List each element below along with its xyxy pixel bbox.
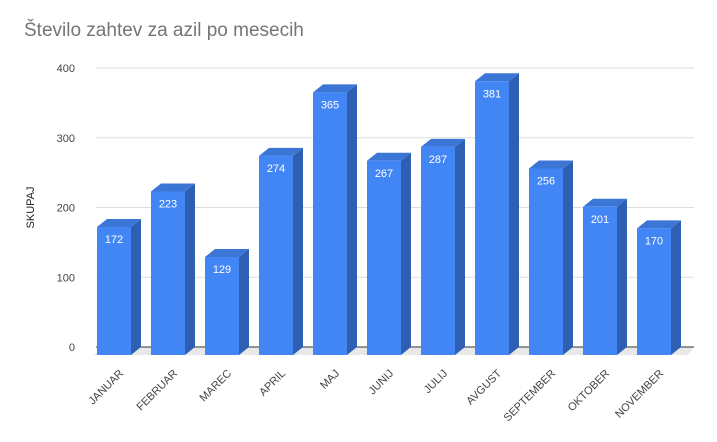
bar-top [367, 152, 411, 161]
bar [205, 257, 239, 355]
data-label: 287 [429, 154, 447, 166]
bar-side [455, 138, 465, 355]
x-tick-label: OKTOBER [566, 368, 612, 414]
data-label: 170 [645, 235, 663, 247]
bar-top [97, 219, 141, 228]
data-label: 365 [321, 99, 339, 111]
y-tick-label: 200 [57, 203, 75, 215]
data-label: 201 [591, 214, 609, 226]
bar-side [131, 219, 141, 355]
bar-side [239, 249, 249, 355]
bar-top [529, 160, 573, 169]
x-tick-label: MAREC [198, 368, 235, 405]
bar-side [509, 73, 519, 355]
bar-top [205, 249, 249, 258]
bar-side [185, 183, 195, 355]
data-label: 172 [105, 234, 123, 246]
bar-top [313, 84, 357, 93]
y-tick-label: 300 [57, 133, 75, 145]
bar-side [617, 198, 627, 355]
bar [259, 155, 293, 355]
x-tick-label: JULIJ [422, 368, 450, 396]
data-label: 267 [375, 168, 393, 180]
x-tick-label: JANUAR [87, 368, 127, 408]
bar-side [563, 160, 573, 355]
y-tick-label: 400 [57, 63, 75, 75]
data-label: 223 [159, 198, 177, 210]
bar [97, 227, 131, 355]
data-label: 381 [483, 88, 501, 100]
x-tick-label: APRIL [257, 368, 288, 399]
x-tick-label: JUNIJ [366, 368, 396, 398]
chart-title: Število zahtev za azil po mesecih [24, 20, 304, 41]
x-tick-label: FEBRUAR [134, 368, 180, 414]
bar-top [259, 147, 303, 156]
bar [313, 92, 347, 355]
x-tick-label: SEPTEMBER [502, 368, 559, 425]
bar [637, 228, 671, 355]
y-tick-label: 0 [69, 342, 75, 354]
bar-side [401, 152, 411, 355]
data-label: 256 [537, 175, 555, 187]
bar [583, 206, 617, 355]
bar [421, 146, 455, 355]
x-tick-label: NOVEMBER [613, 368, 666, 421]
bar-top [151, 183, 195, 192]
bar-side [347, 84, 357, 355]
bar [529, 168, 563, 355]
data-label: 274 [267, 163, 285, 175]
bar-top [637, 220, 681, 229]
y-axis-title: SKUPAJ [25, 187, 37, 229]
bar-top [421, 138, 465, 147]
bar [151, 191, 185, 355]
bar [475, 81, 509, 355]
x-tick-label: MAJ [318, 368, 342, 392]
y-tick-label: 100 [57, 272, 75, 284]
data-label: 129 [213, 264, 231, 276]
bar-top [475, 73, 519, 82]
bar-side [293, 147, 303, 355]
x-tick-label: AVGUST [464, 367, 504, 407]
bar-top [583, 198, 627, 207]
bar-side [671, 220, 681, 355]
bar [367, 160, 401, 355]
